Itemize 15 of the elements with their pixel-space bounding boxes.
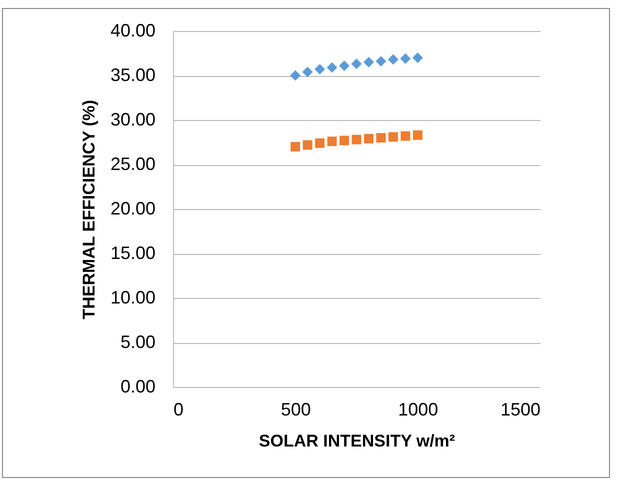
y-tick-label: 40.00 — [110, 20, 156, 40]
y-tick-label: 10.00 — [110, 288, 156, 308]
y-tick-label: 30.00 — [110, 110, 156, 130]
x-axis-title: SOLAR INTENSITY w/m² — [258, 432, 456, 450]
y-tick-label: 5.00 — [120, 332, 156, 352]
y-tick-label: 25.00 — [110, 154, 156, 174]
y-axis-title: THERMAL EFFICIENCY (%) — [79, 100, 98, 320]
y-tick-label: 35.00 — [110, 65, 156, 85]
x-tick-label: 1500 — [500, 400, 540, 420]
y-tick-label: 20.00 — [110, 198, 156, 218]
x-tick-label: 0 — [174, 400, 184, 420]
x-tick-label: 500 — [280, 400, 311, 420]
y-tick-label: 0.00 — [120, 376, 156, 396]
x-tick-label: 1000 — [398, 400, 438, 420]
y-tick-label: 15.00 — [110, 243, 156, 263]
